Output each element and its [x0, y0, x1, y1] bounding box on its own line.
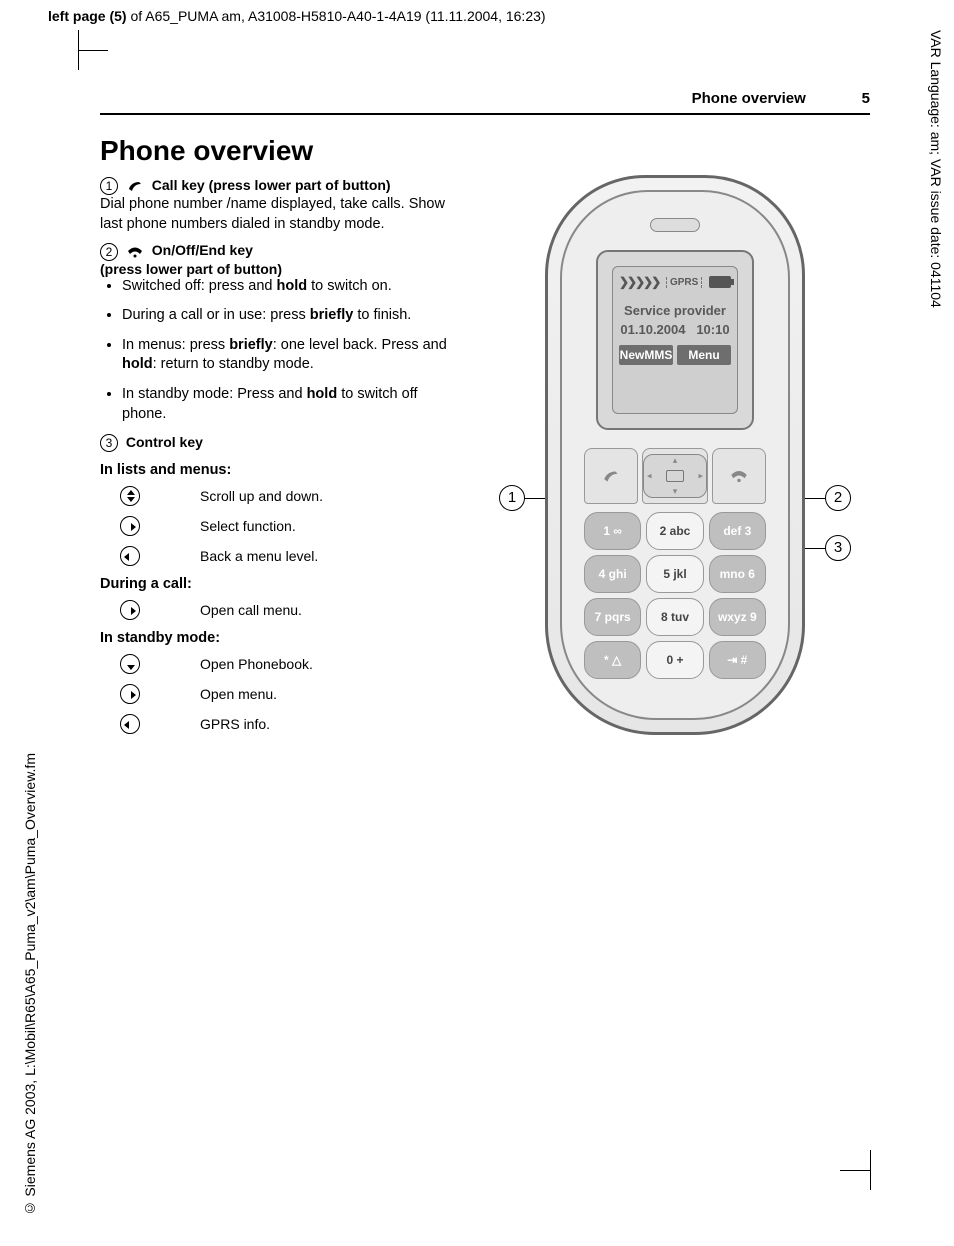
key-6: mno 6 — [709, 555, 766, 593]
control-desc: Select function. — [200, 518, 296, 534]
lists-menus-head: In lists and menus: — [100, 462, 460, 478]
list-item: In standby mode: Press and hold to switc… — [122, 385, 460, 424]
control-row: Open call menu. — [100, 600, 460, 620]
callout-number-1: 1 — [100, 177, 118, 195]
key-7: 7 pqrs — [584, 598, 641, 636]
control-desc: GPRS info. — [200, 716, 270, 732]
control-key: ▴▾ ◂▸ — [642, 448, 708, 504]
softkey-left: NewMMS — [619, 345, 673, 365]
battery-icon — [709, 276, 731, 288]
control-desc: Scroll up and down. — [200, 488, 323, 504]
softkey-right: Menu — [677, 345, 731, 365]
page-title: Phone overview — [100, 135, 460, 167]
control-desc: Open call menu. — [200, 602, 302, 618]
section-2-title-b: (press lower part of button) — [100, 261, 282, 277]
page-body: Phone overview 5 Phone overview 1 Call k… — [100, 90, 870, 744]
section-3-title: Control key — [126, 434, 203, 450]
nav-updown-icon — [120, 486, 140, 506]
call-key-icon — [126, 179, 144, 193]
illustration-column: 1 2 3 ❯❯❯❯❯ GPRS — [480, 135, 870, 744]
text-column: Phone overview 1 Call key (press lower p… — [100, 135, 460, 744]
control-desc: Open menu. — [200, 686, 277, 702]
key-1: 1 ∞ — [584, 512, 641, 550]
call-key — [584, 448, 638, 504]
crop-mark — [78, 30, 79, 70]
nav-right-icon — [120, 516, 140, 536]
end-key — [712, 448, 766, 504]
date-time: 01.10.2004 10:10 — [619, 322, 731, 337]
control-row: Select function. — [100, 516, 460, 536]
earpiece — [650, 218, 700, 232]
section-2-title-a: On/Off/End key — [152, 242, 253, 258]
control-row: Scroll up and down. — [100, 486, 460, 506]
control-row: GPRS info. — [100, 714, 460, 734]
list-item: During a call or in use: press briefly t… — [122, 306, 460, 326]
phone-illustration: 1 2 3 ❯❯❯❯❯ GPRS — [505, 175, 845, 735]
control-row: Back a menu level. — [100, 546, 460, 566]
key-2: 2 abc — [646, 512, 703, 550]
section-1-body: Dial phone number /name displayed, take … — [100, 195, 460, 234]
key-star: * △ — [584, 641, 641, 679]
section-1-title: Call key (press lower part of button) — [152, 177, 391, 193]
nav-left-icon — [120, 714, 140, 734]
page-number: 5 — [810, 90, 870, 107]
nav-right-icon — [120, 600, 140, 620]
source-meta-top: left page (5) of A65_PUMA am, A31008-H58… — [48, 8, 546, 24]
control-desc: Open Phonebook. — [200, 656, 313, 672]
crop-mark — [870, 1150, 871, 1190]
section-1-head: 1 Call key (press lower part of button) — [100, 177, 460, 195]
section-2-head: 2 On/Off/End key (press lower part of bu… — [100, 242, 460, 276]
top-meta-prefix: left page (5) — [48, 8, 127, 24]
service-provider: Service provider — [619, 303, 731, 318]
section-3-head: 3 Control key — [100, 434, 460, 452]
key-8: 8 tuv — [646, 598, 703, 636]
control-desc: Back a menu level. — [200, 548, 318, 564]
crop-mark — [840, 1170, 870, 1171]
keypad: ▴▾ ◂▸ 1 ∞ — [584, 448, 766, 688]
callout-number-2: 2 — [100, 243, 118, 261]
key-0: 0 + — [646, 641, 703, 679]
key-9: wxyz 9 — [709, 598, 766, 636]
standby-head: In standby mode: — [100, 630, 460, 646]
crop-mark — [78, 50, 108, 51]
nav-left-icon — [120, 546, 140, 566]
screen-bezel: ❯❯❯❯❯ GPRS Service provider 01.10.2004 1… — [596, 250, 754, 430]
key-3: def 3 — [709, 512, 766, 550]
running-title: Phone overview — [692, 90, 806, 107]
key-5: 5 jkl — [646, 555, 703, 593]
running-header: Phone overview 5 — [100, 90, 870, 115]
list-item: In menus: press briefly: one level back.… — [122, 336, 460, 375]
section-2-list: Switched off: press and hold to switch o… — [100, 277, 460, 424]
callout-number-3: 3 — [100, 434, 118, 452]
phone-screen: ❯❯❯❯❯ GPRS Service provider 01.10.2004 1… — [612, 266, 738, 414]
margin-note-right: VAR Language: am; VAR issue date: 041104 — [928, 30, 944, 308]
end-key-icon — [126, 245, 144, 259]
signal-icon: ❯❯❯❯❯ — [619, 275, 659, 289]
control-row: Open Phonebook. — [100, 654, 460, 674]
gprs-indicator: GPRS — [666, 277, 702, 288]
margin-note-left: © Siemens AG 2003, L:\Mobil\R65\A65_Puma… — [22, 753, 38, 1216]
phone-body: ❯❯❯❯❯ GPRS Service provider 01.10.2004 1… — [545, 175, 805, 735]
key-hash: ⇥ # — [709, 641, 766, 679]
during-call-head: During a call: — [100, 576, 460, 592]
control-row: Open menu. — [100, 684, 460, 704]
key-4: 4 ghi — [584, 555, 641, 593]
top-meta-rest: of A65_PUMA am, A31008-H5810-A40-1-4A19 … — [127, 8, 546, 24]
nav-down-icon — [120, 654, 140, 674]
list-item: Switched off: press and hold to switch o… — [122, 277, 460, 297]
nav-right-icon — [120, 684, 140, 704]
